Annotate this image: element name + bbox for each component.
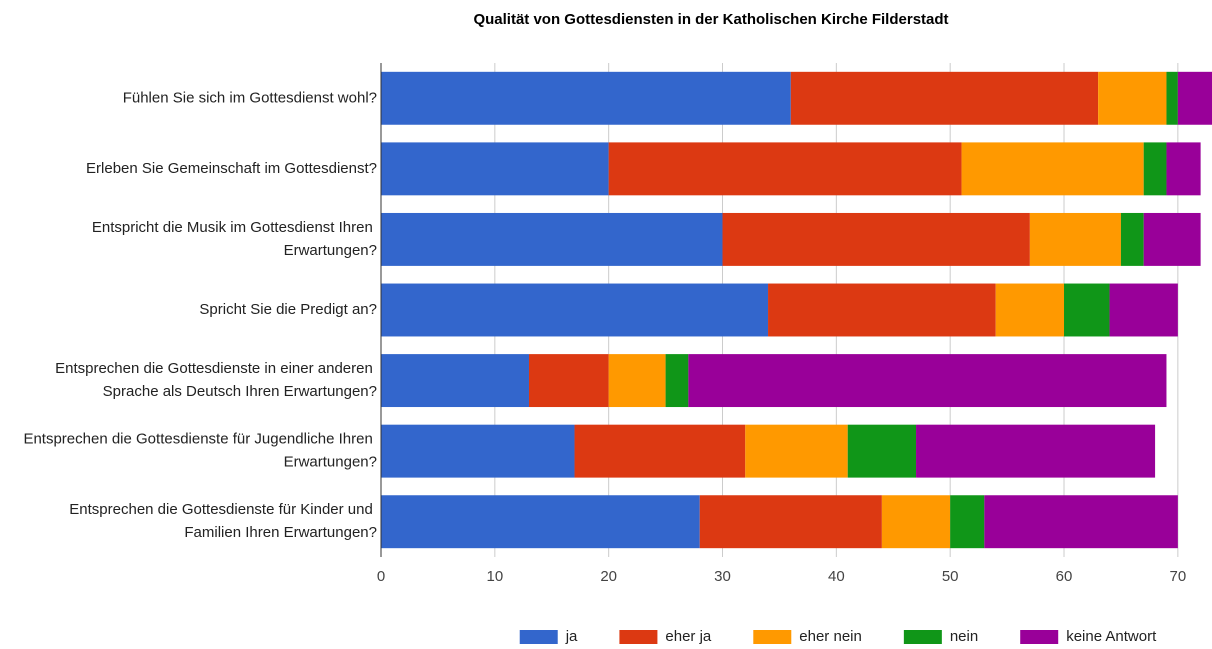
x-tick-label: 0 <box>377 568 385 585</box>
legend-item: eher ja <box>619 628 712 645</box>
y-tick-label: Entsprechen die Gottesdienste für Jugend… <box>23 431 377 471</box>
bar-segment <box>847 424 917 478</box>
x-tick-label: 40 <box>828 568 845 585</box>
chart-title: Qualität von Gottesdiensten in der Katho… <box>473 11 948 28</box>
legend-swatch <box>519 630 558 644</box>
bar-segment <box>381 283 769 337</box>
x-tick-label: 70 <box>1170 568 1187 585</box>
bar-segment <box>381 354 529 408</box>
bar-segment <box>1143 142 1167 196</box>
bar-segment <box>1143 212 1201 266</box>
bar-segment <box>745 424 848 478</box>
legend-swatch <box>903 630 942 644</box>
bar-segment <box>1098 71 1167 125</box>
bar-segment <box>381 212 723 266</box>
legend-item: ja <box>519 628 578 645</box>
y-tick-label: Erleben Sie Gemeinschaft im Gottesdienst… <box>86 160 377 177</box>
bar-segment <box>381 142 609 196</box>
legend-swatch <box>1020 630 1059 644</box>
legend-label: nein <box>950 628 978 645</box>
bar-segment <box>961 142 1144 196</box>
legend-item: eher nein <box>753 628 862 645</box>
legend-label: eher nein <box>799 628 862 645</box>
x-tick-label: 10 <box>486 568 503 585</box>
y-tick-label: Entspricht die Musik im Gottesdienst Ihr… <box>92 219 377 259</box>
x-tick-label: 50 <box>942 568 959 585</box>
bar-segment <box>995 283 1065 337</box>
legend-label: eher ja <box>665 628 712 645</box>
legend-item: nein <box>903 628 978 645</box>
y-tick-label: Fühlen Sie sich im Gottesdienst wohl? <box>123 89 377 106</box>
bar-segment <box>916 424 1156 478</box>
x-tick-label: 30 <box>714 568 731 585</box>
legend-label: ja <box>565 628 578 645</box>
bar-segment <box>768 283 996 337</box>
bar-segment <box>1166 71 1178 125</box>
legend-label: keine Antwort <box>1066 628 1157 645</box>
y-tick-label: Entsprechen die Gottesdienste für Kinder… <box>69 501 377 541</box>
bar-segment <box>881 495 951 549</box>
bar-segment <box>950 495 985 549</box>
bar-segment <box>608 142 962 196</box>
legend-swatch <box>619 630 658 644</box>
legend-item: keine Antwort <box>1020 628 1157 645</box>
bar-segment <box>381 495 700 549</box>
bar-segment <box>1177 71 1212 125</box>
bar-segment <box>688 354 1167 408</box>
bar-segment <box>381 424 575 478</box>
bar-segment <box>1120 212 1144 266</box>
y-tick-label: Spricht Sie die Predigt an? <box>199 301 377 318</box>
y-tick-label: Entsprechen die Gottesdienste in einer a… <box>55 360 377 400</box>
x-tick-label: 20 <box>600 568 617 585</box>
bar-segment <box>665 354 689 408</box>
bar-segment <box>722 212 1030 266</box>
bar-segment <box>1029 212 1121 266</box>
bar-segment <box>608 354 666 408</box>
bar-segment <box>699 495 882 549</box>
bar-segment <box>1109 283 1178 337</box>
bar-segment <box>574 424 746 478</box>
bar-segment <box>1166 142 1201 196</box>
bar-segment <box>528 354 609 408</box>
bar-segment <box>1064 283 1110 337</box>
bar-segment <box>381 71 791 125</box>
bar-segment <box>790 71 1099 125</box>
legend-swatch <box>753 630 792 644</box>
bar-segment <box>984 495 1178 549</box>
x-tick-label: 60 <box>1056 568 1073 585</box>
